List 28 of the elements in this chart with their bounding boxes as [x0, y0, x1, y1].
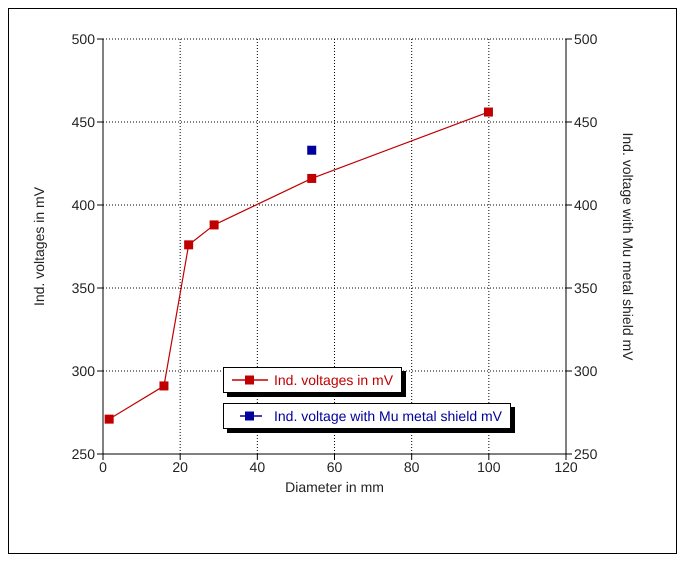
y-tick-label: 450: [72, 114, 96, 130]
point: [184, 240, 194, 250]
x-tick-label: 20: [172, 458, 188, 475]
y-tick-label: 300: [72, 362, 96, 379]
x-axis-title: Diameter in mm: [285, 479, 384, 495]
y2-tick-label: 300: [574, 362, 598, 379]
x-tick-label: 100: [477, 458, 501, 475]
point: [159, 381, 168, 390]
point: [210, 220, 219, 230]
y2-tick-label: 400: [574, 196, 598, 213]
y-axis-title: Ind. voltages in mV: [30, 186, 47, 306]
x-tick-label: 40: [250, 458, 266, 475]
y-tick-label: 400: [72, 196, 96, 213]
legend-label: Ind. voltages in mV: [274, 372, 394, 388]
x-tick-label: 80: [404, 458, 420, 475]
y2-tick-label: 350: [574, 280, 598, 296]
y2-tick-label: 500: [574, 30, 598, 47]
y-tick-label: 350: [72, 280, 96, 296]
point: [484, 108, 493, 117]
y2-axis-title: Ind. voltage with Mu metal shield mV: [620, 132, 636, 362]
legend-label: Ind. voltage with Mu metal shield mV: [274, 408, 502, 424]
x-tick-label: 60: [326, 458, 342, 475]
y-tick-label: 500: [72, 30, 96, 47]
x-tick-label: 0: [99, 458, 108, 475]
point: [104, 414, 114, 424]
y-tick-label: 250: [72, 446, 96, 462]
y2-tick-label: 450: [574, 114, 598, 130]
point: [307, 174, 316, 183]
